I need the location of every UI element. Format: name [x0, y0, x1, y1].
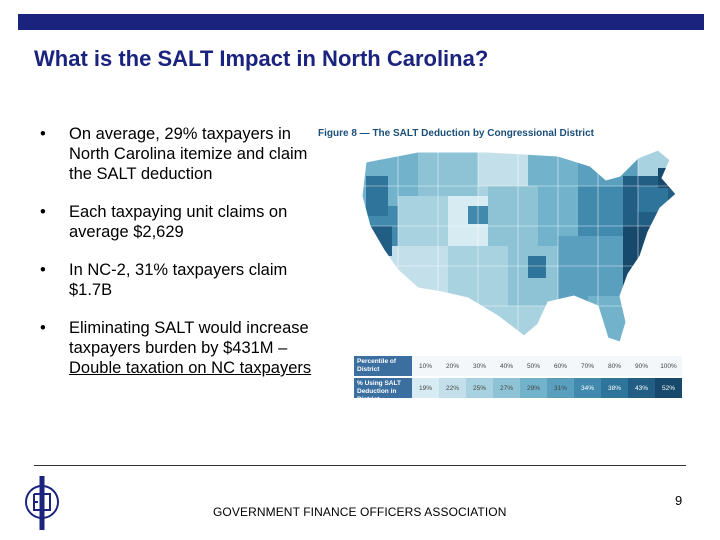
bullet-symbol: • [40, 319, 46, 337]
legend-cell: 52% [655, 378, 682, 398]
header-bar [18, 14, 704, 30]
bullet-item: • On average, 29% taxpayers in North Car… [34, 124, 324, 184]
us-congressional-district-map [361, 149, 677, 343]
legend-cell: 38% [601, 378, 628, 398]
legend-cell: 27% [493, 378, 520, 398]
legend-cell: 100% [655, 356, 682, 376]
figure-title: Figure 8 — The SALT Deduction by Congres… [318, 128, 594, 139]
bullet-item: • Each taxpaying unit claims on average … [34, 202, 324, 242]
bullet-symbol: • [40, 261, 46, 279]
legend-cell: 34% [574, 378, 601, 398]
bullet-text: On average, 29% taxpayers in North Carol… [69, 125, 308, 183]
bullet-symbol: • [40, 203, 46, 221]
salt-map-figure: Figure 8 — The SALT Deduction by Congres… [318, 128, 690, 408]
legend-row-salt-usage: % Using SALT Deduction in District 19% 2… [354, 378, 682, 403]
legend-row-label: % Using SALT Deduction in District [354, 378, 412, 403]
legend-cell: 20% [439, 356, 466, 376]
bullet-underlined-text: Double taxation on NC taxpayers [69, 359, 312, 377]
bullet-symbol: • [40, 125, 46, 143]
legend-row-label: Percentile of District [354, 356, 412, 376]
legend-cell: 40% [493, 356, 520, 376]
footer-divider [34, 465, 686, 466]
legend-cell: 50% [520, 356, 547, 376]
legend-cell: 60% [547, 356, 574, 376]
legend-cell: 31% [547, 378, 574, 398]
legend-cell: 19% [412, 378, 439, 398]
bullet-list: • On average, 29% taxpayers in North Car… [34, 124, 324, 396]
legend-cell: 90% [628, 356, 655, 376]
legend-cell: 30% [466, 356, 493, 376]
page-number: 9 [675, 493, 683, 508]
legend-row-percentile: Percentile of District 10% 20% 30% 40% 5… [354, 356, 682, 376]
bullet-text: Each taxpaying unit claims on average $2… [69, 203, 288, 241]
bullet-text: In NC-2, 31% taxpayers claim $1.7B [69, 261, 288, 299]
legend-cell: 70% [574, 356, 601, 376]
footer-organization: GOVERNMENT FINANCE OFFICERS ASSOCIATION [213, 505, 507, 519]
legend-cell: 43% [628, 378, 655, 398]
bullet-item: • Eliminating SALT would increase taxpay… [34, 318, 324, 378]
legend-cell: 29% [520, 378, 547, 398]
legend-cell: 25% [466, 378, 493, 398]
legend-cell: 10% [412, 356, 439, 376]
bullet-text: Eliminating SALT would increase taxpayer… [69, 319, 309, 357]
gfoa-logo [25, 476, 59, 530]
bullet-item: • In NC-2, 31% taxpayers claim $1.7B [34, 260, 324, 300]
legend-cell: 22% [439, 378, 466, 398]
map-legend: Percentile of District 10% 20% 30% 40% 5… [354, 356, 682, 403]
slide-title: What is the SALT Impact in North Carolin… [34, 46, 489, 71]
legend-cell: 80% [601, 356, 628, 376]
